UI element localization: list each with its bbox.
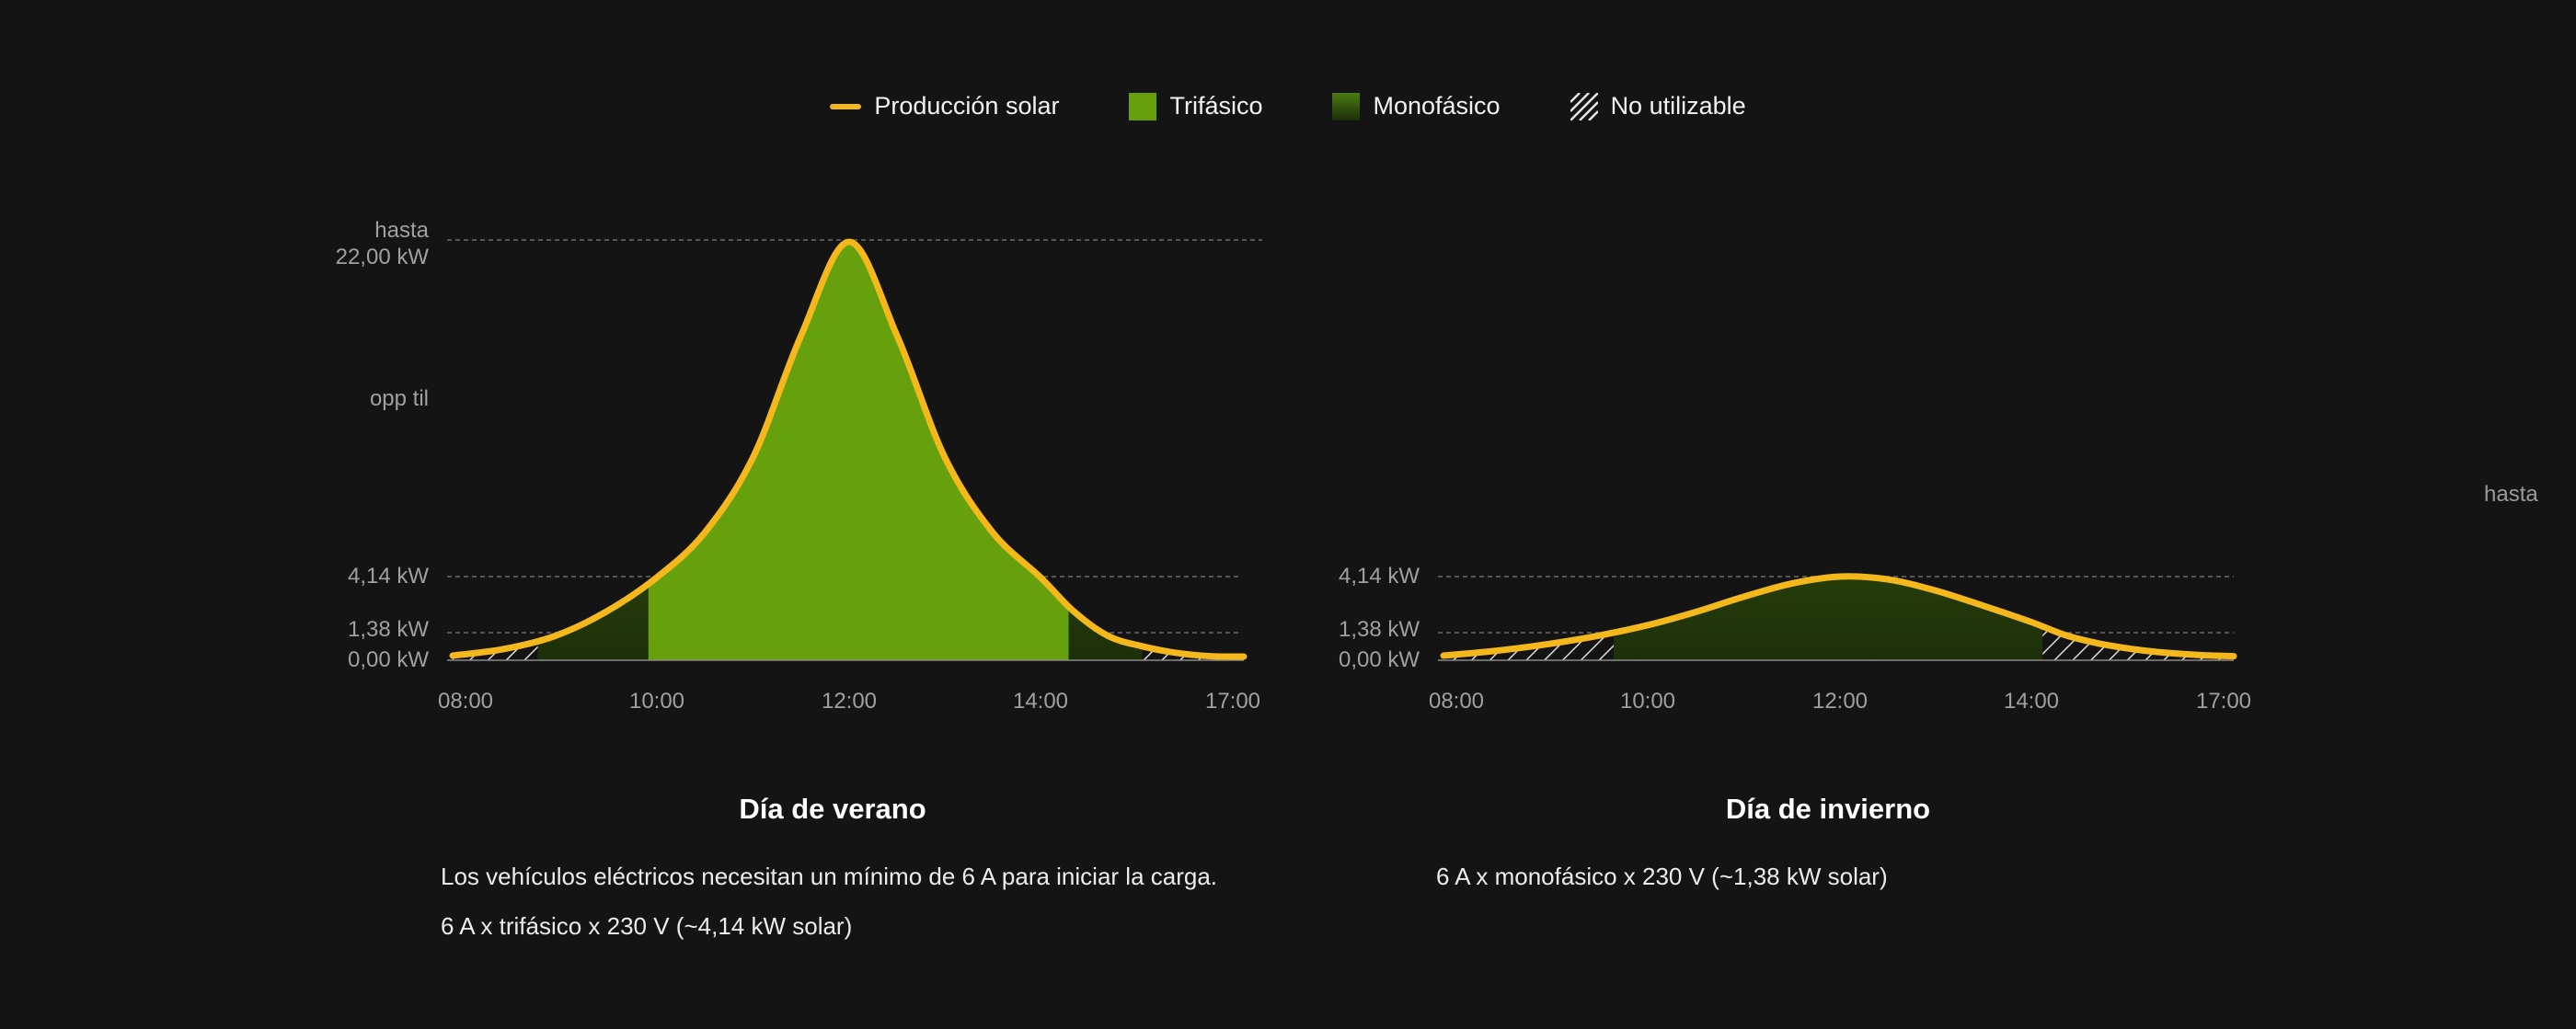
- chart1-region-single-phase-1: [1614, 576, 2043, 660]
- summer-ylabel-three-phase: 4,14 kW: [348, 564, 429, 589]
- summer-ylabel-opp-til: opp til: [370, 386, 429, 411]
- summer-regions: [453, 242, 1244, 660]
- legend-swatch-solar: [830, 103, 862, 109]
- legend-item-unusable: No utilizable: [1570, 92, 1746, 120]
- legend-item-solar: Producción solar: [830, 92, 1059, 120]
- legend-swatch-hatch-icon: [1570, 92, 1598, 120]
- chart-legend: Producción solar Trifásico Monofásico No…: [0, 92, 2576, 120]
- winter-note-line1: 6 A x monofásico x 230 V (~1,38 kW solar…: [1436, 863, 1888, 890]
- winter-ylabel-single-phase: 1,38 kW: [1339, 617, 1420, 642]
- summer-title: Día de verano: [739, 793, 926, 825]
- summer-xtick-3: 14:00: [1013, 689, 1068, 714]
- winter-xtick-4: 17:00: [2196, 689, 2251, 714]
- legend-item-single-phase: Monofásico: [1332, 92, 1501, 120]
- winter-title: Día de invierno: [1725, 793, 1931, 825]
- chart0-region-unusable-4: [1142, 242, 1244, 660]
- chart0-region-three-phase-2: [648, 242, 1069, 660]
- chart1-region-unusable-2: [2042, 576, 2234, 660]
- winter-regions: [1443, 576, 2234, 660]
- summer-xtick-1: 10:00: [629, 689, 684, 714]
- winter-xtick-0: 08:00: [1429, 689, 1484, 714]
- legend-item-three-phase: Trifásico: [1129, 92, 1262, 120]
- legend-swatch-single-phase: [1332, 92, 1361, 120]
- summer-ylabel-hasta: hasta: [374, 218, 429, 243]
- summer-solar-production-line: [449, 238, 1248, 660]
- legend-label-three-phase: Trifásico: [1169, 92, 1263, 120]
- chart0-region-single-phase-3: [1068, 242, 1143, 660]
- legend-label-single-phase: Monofásico: [1373, 92, 1501, 120]
- summer-note-line2: 6 A x trifásico x 230 V (~4,14 kW solar): [441, 912, 853, 940]
- summer-ylabel-zero: 0,00 kW: [348, 647, 429, 672]
- chart1-region-unusable-0: [1443, 576, 1614, 660]
- summer-xtick-0: 08:00: [438, 689, 493, 714]
- summer-ylabel-max: 22,00 kW: [336, 245, 430, 269]
- winter-xtick-3: 14:00: [2004, 689, 2059, 714]
- legend-label-solar: Producción solar: [874, 92, 1060, 120]
- summer-xtick-2: 12:00: [822, 689, 877, 714]
- legend-swatch-three-phase: [1129, 92, 1157, 120]
- summer-ylabel-single-phase: 1,38 kW: [348, 617, 429, 642]
- summer-xtick-4: 17:00: [1205, 689, 1260, 714]
- side-label-hasta: hasta: [2484, 482, 2538, 507]
- legend-label-unusable: No utilizable: [1610, 92, 1746, 120]
- winter-solar-production-line: [1440, 573, 2237, 660]
- chart0-region-unusable-0: [453, 242, 538, 660]
- winter-ylabel-three-phase: 4,14 kW: [1339, 564, 1420, 589]
- chart0-region-single-phase-1: [537, 242, 649, 660]
- winter-chart: 4,14 kW 1,38 kW 0,00 kW 08:00 10:00 12:0…: [1339, 564, 2251, 714]
- summer-chart: hasta 22,00 kW opp til 4,14 kW 1,38 kW 0…: [336, 218, 1262, 714]
- winter-xtick-2: 12:00: [1812, 689, 1868, 714]
- summer-note-line1: Los vehículos eléctricos necesitan un mí…: [441, 863, 1218, 890]
- winter-xtick-1: 10:00: [1620, 689, 1675, 714]
- winter-ylabel-zero: 0,00 kW: [1339, 647, 1420, 672]
